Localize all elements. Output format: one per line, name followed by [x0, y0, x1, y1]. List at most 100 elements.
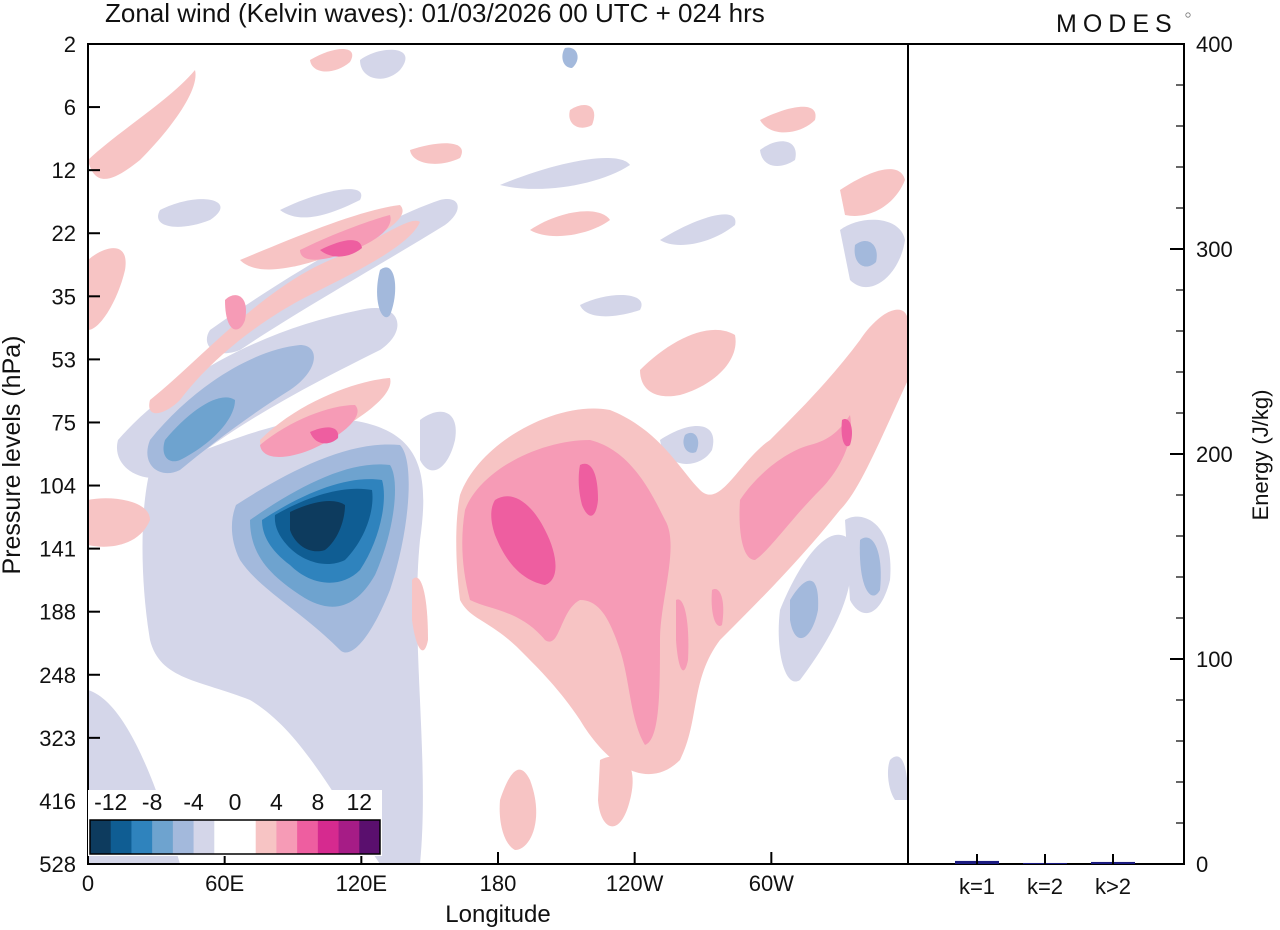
- colorbar-label: -12: [94, 789, 127, 815]
- pos-contour-center: [456, 309, 908, 775]
- neg-contour-inner-east: [790, 580, 819, 639]
- pos-contour-east-strat: [760, 106, 816, 133]
- pos-contour-strat-1: [88, 70, 196, 179]
- colorbar-label: -8: [142, 789, 162, 815]
- pressure-tick-label: 141: [39, 537, 76, 562]
- neg-contour-inner-strat-2: [854, 241, 877, 267]
- colorbar-swatch: [214, 820, 236, 854]
- colorbar-swatch: [193, 820, 215, 854]
- pos-contour-band: [149, 220, 420, 414]
- pressure-tick-label: 22: [52, 221, 76, 246]
- neg-contour-strat-6: [280, 189, 362, 218]
- energy-category-label: k=1: [959, 874, 995, 899]
- colorbar-swatch: [276, 820, 298, 854]
- colorbar-swatch: [235, 820, 257, 854]
- pos-contour-strat-3: [240, 205, 403, 270]
- longitude-tick-label: 60W: [749, 871, 794, 896]
- longitude-tick-label: 180: [480, 871, 517, 896]
- pos-contour-surface-2: [598, 756, 633, 827]
- energy-tick-label: 400: [1196, 32, 1233, 57]
- y-axis-label: Pressure levels (hPa): [0, 336, 26, 575]
- longitude-tick-label: 0: [82, 871, 94, 896]
- x-axis-label: Longitude: [445, 901, 550, 928]
- pressure-tick-label: 248: [39, 663, 76, 688]
- energy-bars: k=1 k=2 k>2: [955, 854, 1135, 899]
- colorbar-swatch: [359, 820, 381, 854]
- colorbar-swatch: [255, 820, 277, 854]
- colorbar-swatch: [338, 820, 360, 854]
- neg-contour-surface-2: [887, 756, 908, 800]
- neg-contour-strat-7: [760, 141, 796, 166]
- longitude-tick-label: 60E: [205, 871, 244, 896]
- energy-axis: 0 100 200 300 400: [1170, 32, 1233, 877]
- pressure-tick-label: 104: [39, 474, 76, 499]
- pressure-tick-label: 35: [52, 284, 76, 309]
- pressure-tick-label: 12: [52, 158, 76, 183]
- colorbar-frame: [89, 819, 381, 855]
- pressure-tick-label: 2: [64, 32, 76, 57]
- pos-contour-strat-2: [88, 248, 126, 330]
- pressure-tick-label: 528: [39, 852, 76, 877]
- modes-logo: MODES: [1056, 10, 1178, 38]
- energy-tick-label: 200: [1196, 442, 1233, 467]
- pos-contour-strat-7: [569, 105, 595, 128]
- pressure-tick-label: 6: [64, 95, 76, 120]
- neg-contour-inner-top: [562, 47, 578, 68]
- pos-contour-inner-east: [739, 415, 851, 560]
- pressure-tick-label: 188: [39, 600, 76, 625]
- pos-contour-inner-band: [260, 405, 358, 457]
- pos-contour-inner-surface: [676, 599, 689, 671]
- neg-contour-strat-2: [500, 157, 630, 189]
- neg-contour-strat-4: [660, 214, 736, 245]
- colorbar-swatch: [110, 820, 132, 854]
- pos-contour-inner-surface-2: [711, 589, 724, 626]
- energy-category-label: k>2: [1095, 874, 1131, 899]
- pressure-tick-label: 416: [39, 789, 76, 814]
- pressure-axis: 2 6 12 22 35 53 75 104 141 188 248 323 416 528: [39, 32, 100, 877]
- energy-tick-label: 100: [1196, 647, 1233, 672]
- neg-contour-inner-strat: [377, 267, 396, 318]
- longitude-tick-label: 120W: [606, 871, 664, 896]
- energy-frame: [907, 43, 1185, 865]
- pos-contour-surface: [499, 769, 537, 850]
- energy-tick-label: 300: [1196, 237, 1233, 262]
- pos-contour-strat-5: [840, 169, 905, 216]
- colorbar-label: 12: [346, 789, 372, 815]
- pos-contour-core: [491, 496, 556, 585]
- energy-axis-label: Energy (J/kg): [1248, 390, 1273, 521]
- pos-contour-inner-strat-2: [225, 295, 246, 330]
- longitude-axis: 0 60E 120E 180 120W 60W: [82, 852, 794, 896]
- neg-contour-top: [360, 49, 406, 79]
- pos-contour-left-low: [412, 577, 428, 651]
- neg-core: [163, 397, 395, 607]
- pressure-tick-label: 323: [39, 726, 76, 751]
- neg-contour-strat-1: [158, 199, 221, 227]
- pressure-tick-label: 53: [52, 347, 76, 372]
- colorbar-label: 4: [270, 789, 283, 815]
- pos-contour-top: [310, 48, 353, 72]
- colorbar-swatch: [297, 820, 319, 854]
- colorbar-swatch: [317, 820, 340, 854]
- pos-contour-inner-strat: [300, 215, 391, 260]
- energy-tick-label: 0: [1196, 852, 1208, 877]
- pos-contour-strat-6: [640, 329, 736, 397]
- chart-title: Zonal wind (Kelvin waves): 01/03/2026 00…: [105, 0, 765, 28]
- longitude-tick-label: 120E: [336, 871, 387, 896]
- neg-contour-inner-east-2: [859, 537, 881, 596]
- pos-contour-core-2: [578, 463, 598, 516]
- colorbar-label: -4: [183, 789, 204, 815]
- colorbar-label: 0: [229, 789, 242, 815]
- pos-contour-strat-8: [410, 143, 462, 164]
- neg-contour-strat-3: [580, 294, 642, 317]
- registered-mark: [1185, 12, 1191, 18]
- pos-contour-core-5: [841, 419, 853, 447]
- energy-category-label: k=2: [1027, 874, 1063, 899]
- colorbar-label: 8: [311, 789, 324, 815]
- contour-field: [88, 47, 908, 864]
- colorbar-swatch: [90, 820, 112, 854]
- pos-contour-core-4: [320, 240, 362, 257]
- colorbar-swatch: [152, 820, 174, 854]
- pos-contour-strat-4: [530, 211, 610, 237]
- neg-contour-mid: [420, 411, 456, 471]
